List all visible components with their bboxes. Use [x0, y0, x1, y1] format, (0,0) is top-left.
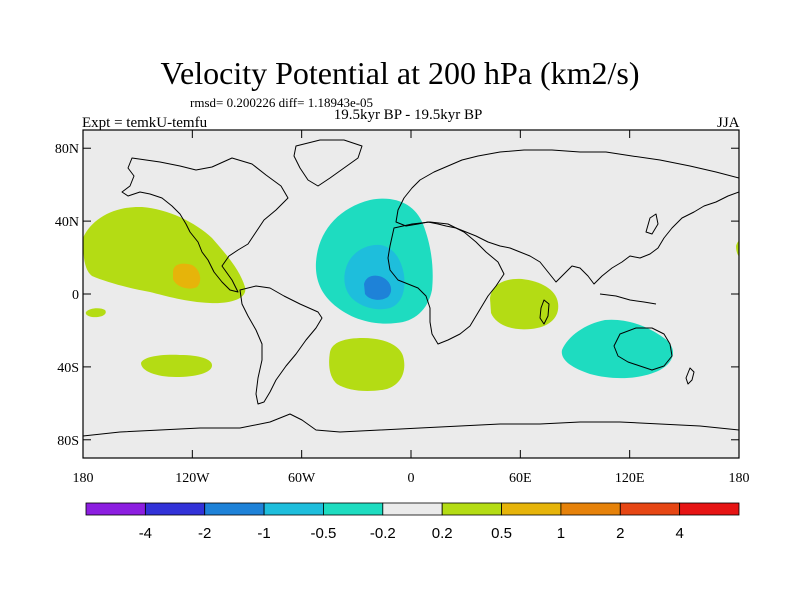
- colorbar-label: -1: [257, 525, 270, 542]
- coastline-japan: [645, 213, 659, 235]
- coastline-north-america: [121, 157, 289, 293]
- experiment-label: Expt = temkU-temfu: [82, 115, 208, 131]
- x-tick-label: 120E: [615, 471, 645, 486]
- coastline-greenland: [293, 139, 363, 187]
- colorbar-swatch: [263, 502, 324, 516]
- region-north-pacific-positive: [83, 206, 246, 304]
- region-australia-negative: [561, 319, 674, 379]
- period-label: 19.5kyr BP - 19.5kyr BP: [333, 107, 483, 123]
- x-tick-label: 180: [73, 471, 94, 486]
- coastline-indonesia: [599, 293, 657, 305]
- colorbar-swatch: [85, 502, 146, 516]
- colorbar-swatch: [441, 502, 502, 516]
- region-indian-ocean-positive: [490, 278, 559, 330]
- chart-title: Velocity Potential at 200 hPa (km2/s): [160, 55, 640, 91]
- x-tick-label: 180: [729, 471, 750, 486]
- region-tropical-pacific-positive: [85, 308, 106, 318]
- colorbar-swatch: [501, 502, 562, 516]
- colorbar-label: 0.5: [491, 525, 512, 542]
- y-tick-label: 40N: [55, 215, 79, 230]
- coastline-new-zealand: [685, 367, 695, 385]
- colorbar-swatch: [382, 502, 443, 516]
- season-label: JJA: [717, 115, 740, 131]
- region-equatorial-atlantic-core: [364, 275, 392, 300]
- region-north-pacific-core: [173, 263, 201, 289]
- colorbar-swatch: [679, 502, 740, 516]
- colorbar-swatch: [560, 502, 621, 516]
- coastline-eurasia: [395, 149, 739, 285]
- colorbar-label: -2: [198, 525, 211, 542]
- region-south-atlantic-positive: [329, 338, 405, 392]
- colorbar-swatch: [144, 502, 206, 516]
- x-axis: 180 120W 60W 0 60E 120E 180: [73, 130, 750, 486]
- colorbar-swatch: [619, 502, 681, 516]
- field-regions: [83, 198, 739, 392]
- region-western-pacific-positive: [736, 240, 739, 257]
- x-tick-label: 60E: [509, 471, 532, 486]
- y-tick-label: 40S: [57, 361, 79, 376]
- colorbar-swatch: [204, 502, 265, 516]
- coastline-antarctica: [83, 413, 739, 437]
- colorbar-label: -4: [139, 525, 152, 542]
- colorbar-label: 2: [616, 525, 624, 542]
- colorbar-label: -0.2: [370, 525, 396, 542]
- region-south-pacific-positive: [141, 354, 213, 377]
- y-axis: 80N 40N 0 40S 80S: [55, 142, 739, 449]
- coastline-australia: [613, 327, 673, 371]
- colorbar-label: 4: [675, 525, 683, 542]
- x-tick-label: 120W: [175, 471, 210, 486]
- y-tick-label: 80S: [57, 434, 79, 449]
- continent-outlines: [83, 139, 739, 437]
- stats-text: rmsd= 0.200226 diff= 1.18943e-05: [190, 95, 374, 110]
- colorbar-label: 1: [557, 525, 565, 542]
- colorbar-label: 0.2: [432, 525, 453, 542]
- y-tick-label: 80N: [55, 142, 79, 157]
- y-tick-label: 0: [72, 288, 79, 303]
- coastline-africa: [387, 221, 505, 345]
- colorbar-label: -0.5: [311, 525, 337, 542]
- coastline-madagascar: [539, 299, 550, 325]
- x-tick-label: 60W: [288, 471, 316, 486]
- colorbar-swatch: [323, 502, 384, 516]
- coastline-south-america: [239, 285, 323, 405]
- x-tick-label: 0: [408, 471, 415, 486]
- colorbar: -4 -2 -1 -0.5 -0.2 0.2 0.5 1 2 4: [85, 502, 740, 542]
